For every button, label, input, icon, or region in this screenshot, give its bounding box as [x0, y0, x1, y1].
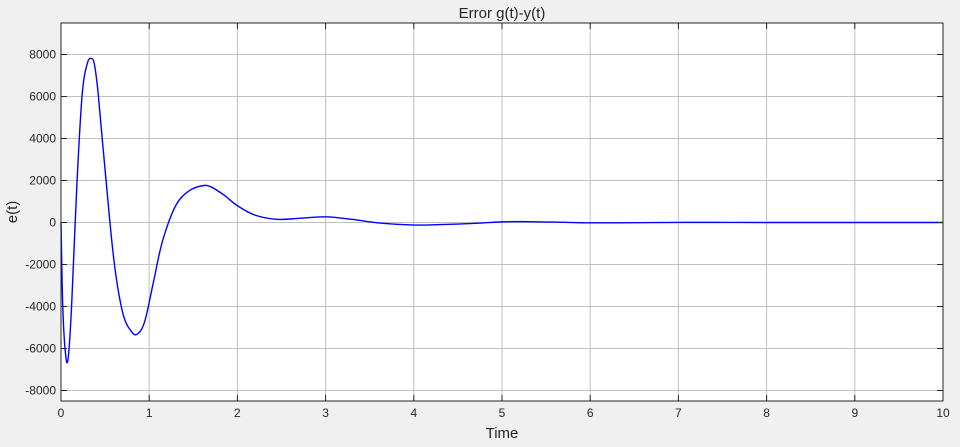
- series-layer: [60, 57, 943, 364]
- x-tick-label: 8: [763, 406, 770, 420]
- y-axis-label: e(t): [4, 201, 21, 224]
- x-tick-label: 10: [936, 406, 950, 420]
- y-tick-label: 6000: [29, 90, 56, 104]
- x-tick-label: 7: [675, 406, 682, 420]
- x-tick-label: 2: [234, 406, 241, 420]
- x-tick-label: 9: [851, 406, 858, 420]
- x-tick-label: 1: [146, 406, 153, 420]
- series-line-0: [60, 57, 943, 364]
- x-tick-label: 3: [322, 406, 329, 420]
- x-axis-label: Time: [486, 425, 519, 442]
- x-tick-label: 6: [587, 406, 594, 420]
- y-tick-label: -2000: [25, 258, 56, 272]
- x-tick-label: 4: [410, 406, 417, 420]
- y-tick-label: 4000: [29, 132, 56, 146]
- x-tick-labels: 0 1 2 3 4 5 6 7 8 9 10: [58, 406, 950, 420]
- x-tick-label: 5: [499, 406, 506, 420]
- y-tick-label: 2000: [29, 174, 56, 188]
- chart-title: Error g(t)-y(t): [459, 5, 546, 22]
- y-tick-label: -6000: [25, 342, 56, 356]
- y-tick-label: -8000: [25, 384, 56, 398]
- x-tick-label: 0: [58, 406, 65, 420]
- y-tick-label: 8000: [29, 48, 56, 62]
- y-tick-labels: -8000 -6000 -4000 -2000 0 2000 4000 6000 8000: [25, 48, 56, 398]
- tick-marks: [60, 23, 944, 401]
- y-tick-label: 0: [49, 216, 56, 230]
- y-tick-label: -4000: [25, 300, 56, 314]
